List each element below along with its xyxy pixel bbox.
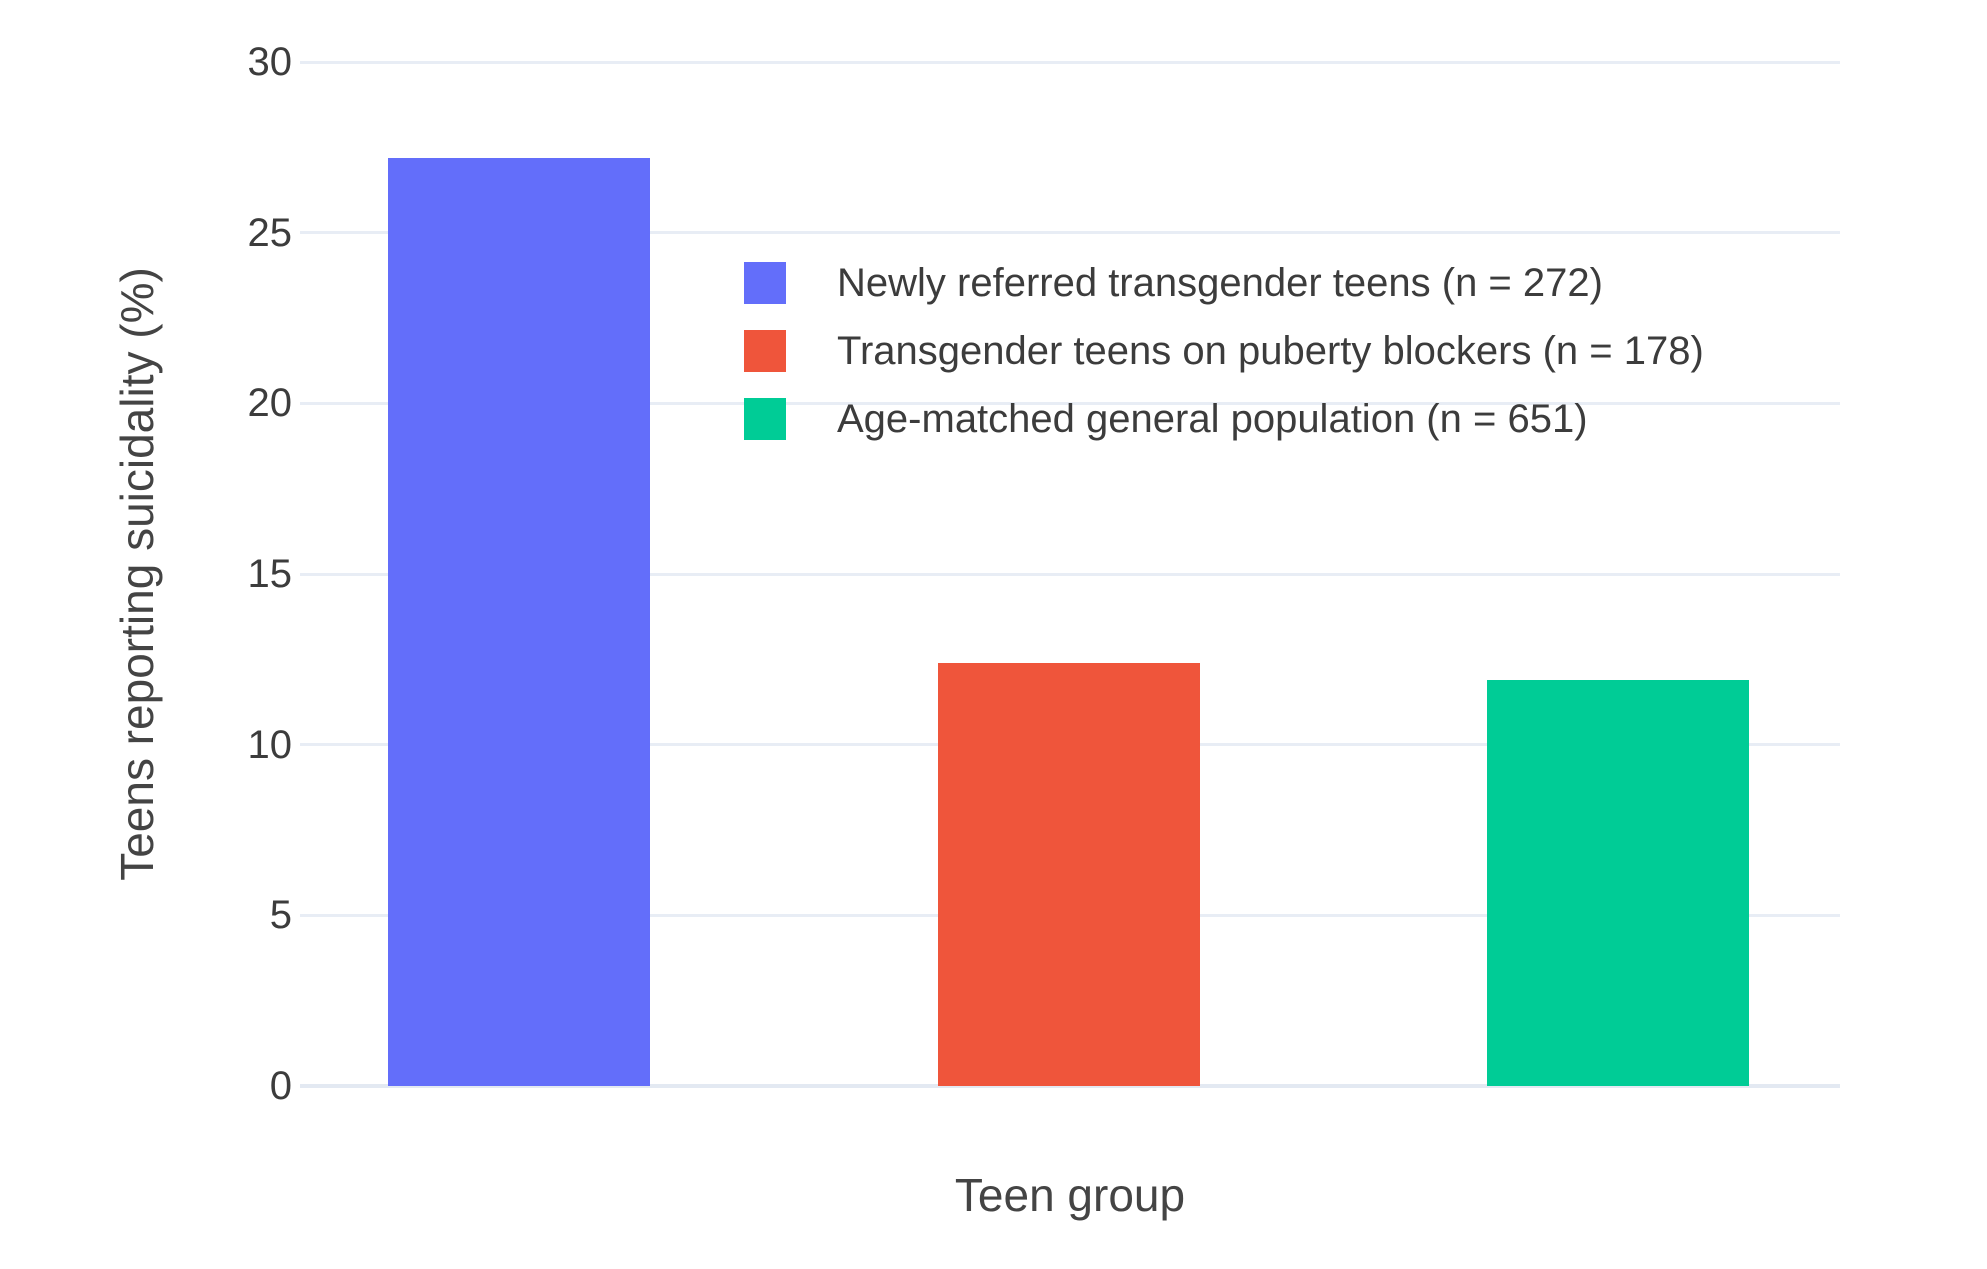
legend-swatch-newly-referred: [744, 262, 786, 304]
bar-puberty-blockers[interactable]: [938, 662, 1200, 1086]
legend-swatch-general-population: [744, 398, 786, 440]
gridline: [300, 60, 1840, 64]
legend-swatch-puberty-blockers: [744, 330, 786, 372]
y-tick-label: 10: [247, 722, 293, 767]
legend-item-newly-referred[interactable]: Newly referred transgender teens (n = 27…: [744, 262, 1704, 304]
legend-label-general-population: Age-matched general population (n = 651): [837, 397, 1588, 441]
y-tick-label: 0: [269, 1064, 292, 1108]
legend-item-general-population[interactable]: Age-matched general population (n = 651): [744, 398, 1704, 440]
y-axis-title: Teens reporting suicidality (%): [111, 267, 163, 881]
y-tick-label: 25: [247, 210, 293, 255]
y-tick-label: 5: [269, 893, 292, 938]
legend-label-newly-referred: Newly referred transgender teens (n = 27…: [837, 261, 1603, 305]
bar-newly-referred[interactable]: [388, 157, 650, 1086]
y-tick-label: 30: [247, 40, 293, 84]
legend-label-puberty-blockers: Transgender teens on puberty blockers (n…: [837, 329, 1704, 373]
legend-item-puberty-blockers[interactable]: Transgender teens on puberty blockers (n…: [744, 330, 1704, 372]
y-tick-label: 20: [247, 381, 293, 426]
bar-general-population[interactable]: [1487, 679, 1749, 1086]
x-axis-title: Teen group: [954, 1169, 1186, 1221]
y-tick-label: 15: [247, 552, 293, 596]
legend: Newly referred transgender teens (n = 27…: [744, 262, 1704, 466]
